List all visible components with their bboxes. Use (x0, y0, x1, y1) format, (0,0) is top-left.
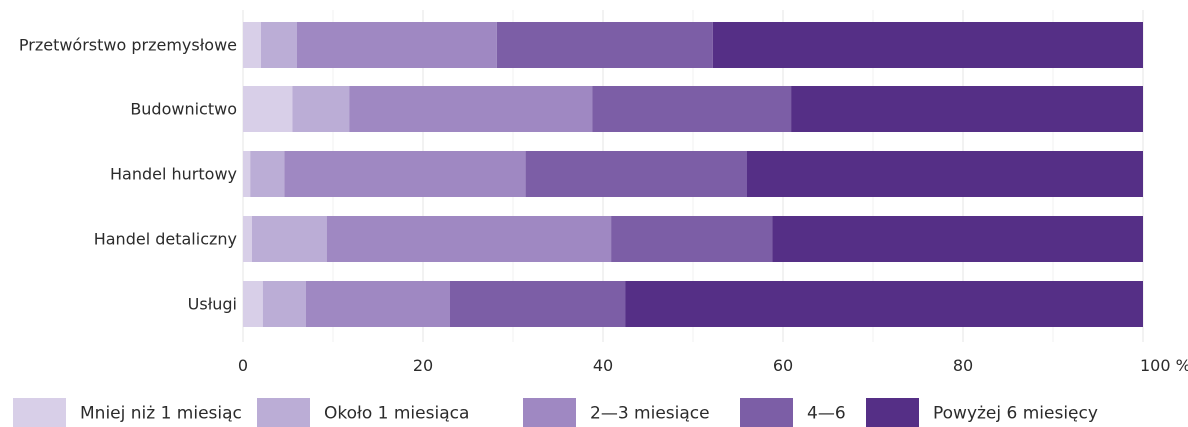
category-labels: Przetwórstwo przemysłowe Budownictwo Hande… (19, 36, 237, 314)
bar-segment-0-4 (712, 22, 1143, 68)
category-label-2: Handel hurtowy (110, 165, 237, 184)
bar-segment-1-0 (243, 86, 293, 132)
bar-segment-0-2 (297, 22, 497, 68)
bar-segment-0-3 (496, 22, 713, 68)
bar-segment-3-1 (252, 216, 327, 262)
x-tick-label-1: 20 (413, 356, 433, 375)
x-axis-ticks: 0 20 40 60 80 100 % (238, 356, 1188, 375)
bar-segment-3-0 (243, 216, 252, 262)
legend-label-4: Powyżej 6 miesięcy (933, 404, 1098, 424)
category-label-4: Usługi (188, 295, 237, 314)
category-label-3: Handel detaliczny (94, 230, 237, 249)
bar-segment-4-0 (243, 281, 263, 327)
bar-segment-4-4 (625, 281, 1143, 327)
bar-segment-1-1 (292, 86, 350, 132)
bar-segment-3-2 (326, 216, 612, 262)
legend-label-3: 4—6 (807, 404, 846, 424)
legend-swatch-4 (866, 398, 919, 427)
bar-segment-4-1 (262, 281, 306, 327)
bar-segment-2-2 (284, 151, 526, 197)
bars (243, 22, 1143, 327)
bar-segment-0-0 (243, 22, 261, 68)
bar-segment-1-3 (592, 86, 792, 132)
bar-segment-2-1 (250, 151, 285, 197)
legend: Mniej niż 1 miesiąc Około 1 miesiąca 2—3 m… (13, 398, 1098, 427)
x-tick-label-4: 80 (953, 356, 973, 375)
bar-segment-2-0 (243, 151, 251, 197)
x-tick-label-5: 100 % (1140, 356, 1188, 375)
bar-segment-4-2 (306, 281, 450, 327)
bar-segment-3-4 (772, 216, 1143, 262)
bar-segment-2-4 (747, 151, 1143, 197)
legend-swatch-2 (523, 398, 576, 427)
legend-label-2: 2—3 miesiące (590, 404, 710, 424)
category-label-0: Przetwórstwo przemysłowe (19, 36, 237, 55)
bar-segment-4-3 (450, 281, 626, 327)
legend-label-1: Około 1 miesiąca (324, 404, 469, 424)
legend-label-0: Mniej niż 1 miesiąc (80, 404, 242, 424)
bar-segment-1-2 (349, 86, 593, 132)
x-tick-label-3: 60 (773, 356, 793, 375)
category-label-1: Budownictwo (130, 100, 237, 119)
legend-swatch-1 (257, 398, 310, 427)
bar-segment-0-1 (261, 22, 297, 68)
x-tick-label-2: 40 (593, 356, 613, 375)
bar-segment-3-3 (611, 216, 773, 262)
bar-segment-2-3 (525, 151, 747, 197)
bar-segment-1-4 (791, 86, 1143, 132)
x-tick-label-0: 0 (238, 356, 248, 375)
legend-swatch-3 (740, 398, 793, 427)
legend-swatch-0 (13, 398, 66, 427)
